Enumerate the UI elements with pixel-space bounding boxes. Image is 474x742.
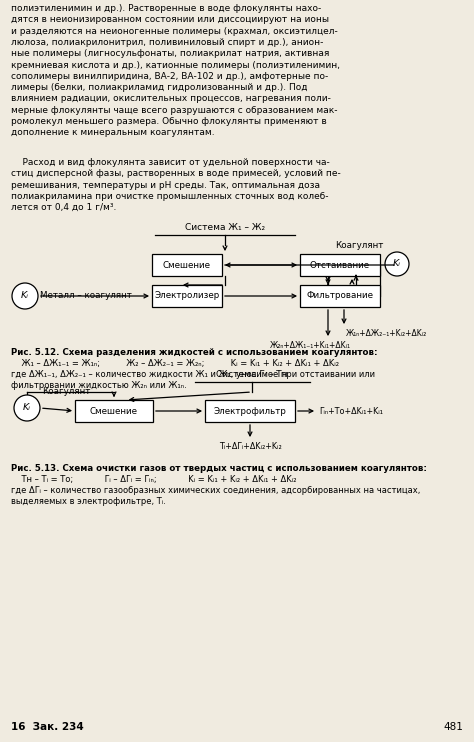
Text: где ΔΓᵢ – количество газообразных химических соединения, адсорбированных на част: где ΔΓᵢ – количество газообразных химиче…: [11, 486, 420, 506]
Text: Γᵢₙ+Tᴏ+ΔKᵢ₁+Kᵢ₁: Γᵢₙ+Tᴏ+ΔKᵢ₁+Kᵢ₁: [319, 407, 383, 416]
Bar: [300, 254, 380, 276]
Text: Электрофильтр: Электрофильтр: [214, 407, 286, 416]
Text: Ж₁ – ΔЖ₁₋₁ = Ж₁ₙ;          Ж₂ – ΔЖ₂₋₁ = Ж₂ₙ;          Kᵢ = Kᵢ₁ + Kᵢ₂ + ΔKᵢ₁ + ΔK: Ж₁ – ΔЖ₁₋₁ = Ж₁ₙ; Ж₂ – ΔЖ₂₋₁ = Ж₂ₙ; Kᵢ =…: [11, 359, 339, 368]
Bar: [152, 254, 222, 276]
Bar: [152, 285, 222, 307]
Text: Фильтрование: Фильтрование: [307, 292, 374, 301]
Text: Коагулянт: Коагулянт: [42, 387, 91, 396]
Text: Система Γᵢ – Тʜ: Система Γᵢ – Тʜ: [216, 370, 288, 379]
Text: Ж₂ₙ+ΔЖ₁₋₁+Kᵢ₁+ΔKᵢ₁: Ж₂ₙ+ΔЖ₁₋₁+Kᵢ₁+ΔKᵢ₁: [270, 341, 351, 350]
Text: Ж₁ₙ+ΔЖ₂₋₁+Kᵢ₂+ΔKᵢ₂: Ж₁ₙ+ΔЖ₂₋₁+Kᵢ₂+ΔKᵢ₂: [346, 329, 427, 338]
Text: Рис. 5.13. Схема очистки газов от твердых частиц с использованием коагулянтов:: Рис. 5.13. Схема очистки газов от тверды…: [11, 464, 427, 473]
Text: Kᵢ: Kᵢ: [23, 404, 31, 413]
Text: 481: 481: [443, 722, 463, 732]
Text: Электролизер: Электролизер: [155, 292, 219, 301]
Text: Смешение: Смешение: [163, 260, 211, 269]
Text: Tᵢ+ΔΓᵢ+ΔKᵢ₂+Kᵢ₂: Tᵢ+ΔΓᵢ+ΔKᵢ₂+Kᵢ₂: [219, 442, 282, 451]
Text: полиэтиленимин и др.). Растворенные в воде флокулянты нахо-
дятся в неионизирова: полиэтиленимин и др.). Растворенные в во…: [11, 4, 340, 137]
Text: 16  Зак. 234: 16 Зак. 234: [11, 722, 84, 732]
Text: Система Ж₁ – Ж₂: Система Ж₁ – Ж₂: [185, 223, 265, 232]
Text: Отстаивание: Отстаивание: [310, 260, 370, 269]
Circle shape: [14, 395, 40, 421]
Text: Kᵢ: Kᵢ: [393, 260, 401, 269]
Text: Коагулянт: Коагулянт: [336, 241, 384, 250]
Text: Смешение: Смешение: [90, 407, 138, 416]
Text: Расход и вид флокулянта зависит от удельной поверхности ча-
стиц дисперсной фазы: Расход и вид флокулянта зависит от удель…: [11, 158, 341, 212]
Text: Металл – коагулянт: Металл – коагулянт: [40, 292, 132, 301]
Bar: [205, 400, 295, 422]
Text: Kᵢ: Kᵢ: [21, 292, 29, 301]
Bar: [300, 285, 380, 307]
Circle shape: [385, 252, 409, 276]
Text: Тʜ – Тᵢ = Тᴏ;            Γᵢ – ΔΓᵢ = Γᵢₙ;            Kᵢ = Kᵢ₁ + Kᵢ₂ + ΔKᵢ₁ + ΔKᵢ₂: Тʜ – Тᵢ = Тᴏ; Γᵢ – ΔΓᵢ = Γᵢₙ; Kᵢ = Kᵢ₁ +…: [11, 475, 297, 484]
Circle shape: [12, 283, 38, 309]
Bar: [75, 400, 153, 422]
Text: Рис. 5.12. Схема разделения жидкостей с использованием коагулянтов:: Рис. 5.12. Схема разделения жидкостей с …: [11, 348, 377, 357]
Text: где ΔЖ₁₋₁, ΔЖ₂₋₁ – количество жидкости Ж₁ и Ж₂, уносимое при отстаивании или
фил: где ΔЖ₁₋₁, ΔЖ₂₋₁ – количество жидкости Ж…: [11, 370, 375, 390]
